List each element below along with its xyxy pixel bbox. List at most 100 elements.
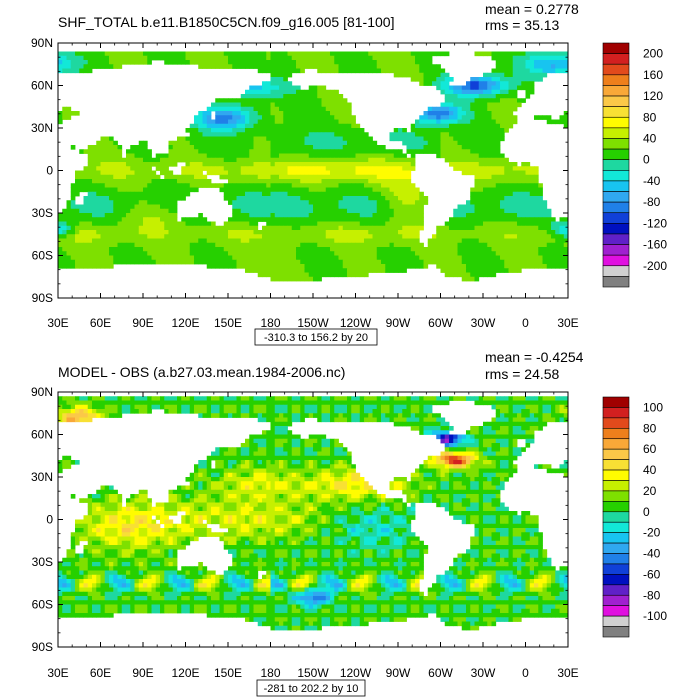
map-cell [202,153,208,159]
map-cell [381,204,386,210]
map-cell [279,200,284,205]
map-cell [474,179,480,184]
map-cell [232,221,237,227]
map-cell [66,396,72,401]
map-cell [215,106,220,112]
map-cell [410,264,416,269]
map-cell [100,234,106,239]
map-cell [466,136,471,142]
map-cell [202,51,208,57]
map-cell [325,162,331,167]
map-cell [291,191,297,197]
map-cell [308,204,314,210]
map-cell [211,60,216,65]
map-cell [402,187,407,193]
map-cell [245,157,250,163]
map-cell [534,217,539,222]
map-cell [113,400,118,406]
map-cell [525,166,531,171]
map-cell [185,162,191,167]
map-cell [342,251,348,256]
map-cell [402,183,407,188]
map-cell [308,149,314,154]
map-cell [70,187,76,193]
map-cell [245,94,250,99]
map-cell [245,145,250,150]
map-cell [304,204,310,210]
map-cell [283,81,288,86]
map-cell [436,264,441,269]
map-cell [262,208,267,214]
map-cell [236,149,242,154]
map-cell [308,85,314,91]
map-cell [449,217,454,222]
map-cell [160,217,165,222]
map-cell [308,234,314,239]
map-cell [219,106,225,112]
map-cell [253,196,259,201]
map-cell [517,251,522,256]
map-cell [529,200,535,205]
map-cell [508,115,514,120]
map-cell [508,183,514,188]
map-cell [347,187,352,193]
map-cell [342,136,348,142]
map-cell [228,136,233,142]
map-cell [555,64,560,69]
map-cell [287,153,293,159]
map-cell [219,404,225,410]
map-cell [457,123,463,129]
map-cell [389,162,395,167]
map-cell [512,81,518,86]
map-cell [359,196,365,201]
map-cell [381,183,386,188]
map-cell [406,247,412,252]
map-cell [236,157,242,163]
map-cell [500,225,505,231]
map-cell [372,162,378,167]
map-cell [198,179,203,184]
map-cell [313,64,318,69]
map-cell [249,111,254,116]
map-cell [202,162,208,167]
map-cell [440,264,446,269]
map-cell [211,157,216,163]
map-cell [287,145,293,150]
map-cell [330,200,335,205]
map-cell [461,157,467,163]
map-cell [126,170,131,176]
map-cell [181,404,186,410]
map-cell [296,162,301,167]
map-cell [364,145,369,150]
map-cell [351,396,356,401]
map-cell [177,400,182,406]
map-cell [274,149,280,154]
map-cell [134,55,140,61]
map-cell [410,204,416,210]
map-cell [500,77,505,82]
map-cell [321,251,327,256]
map-cell [461,238,467,244]
map-cell [104,247,110,252]
map-cell [381,187,386,193]
map-cell [96,162,101,167]
map-cell [287,225,293,231]
map-cell [415,191,420,197]
map-cell [491,166,497,171]
map-cell [287,72,293,78]
map-cell [419,221,424,227]
map-cell [453,264,458,269]
map-cell [330,259,335,265]
map-cell [508,213,514,218]
map-cell [406,225,412,231]
map-cell [321,157,327,163]
map-cell [487,162,492,167]
map-cell [279,187,284,193]
map-cell [257,213,263,218]
map-cell [449,225,454,231]
map-cell [385,259,390,265]
map-cell [206,64,212,69]
map-cell [189,51,195,57]
map-cell [325,247,331,252]
